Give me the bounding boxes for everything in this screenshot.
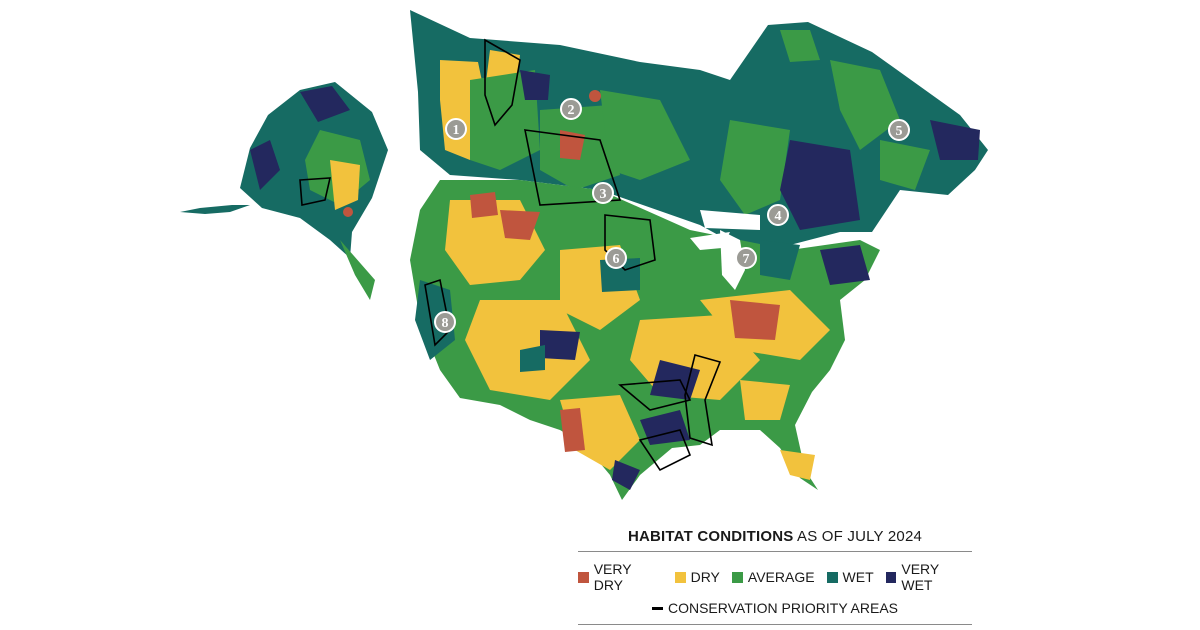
legend-title-rest: AS OF JULY 2024 [793, 528, 923, 545]
legend-divider-bottom [578, 624, 972, 625]
legend-label: AVERAGE [747, 569, 815, 585]
map-marker-3: 3 [592, 182, 614, 204]
conservation-priority-outlines [299, 38, 722, 472]
legend-priority: CONSERVATION PRIORITY AREAS [578, 600, 972, 616]
marker-label: 1 [453, 123, 460, 138]
marker-label: 7 [743, 252, 750, 267]
marker-label: 4 [775, 209, 782, 224]
map-marker-2: 2 [560, 98, 582, 120]
priority-line-swatch [651, 606, 663, 610]
swatch-average [731, 571, 743, 583]
legend-title: HABITAT CONDITIONS AS OF JULY 2024 [578, 528, 972, 545]
map-marker-6: 6 [605, 247, 627, 269]
marker-label: 5 [896, 124, 903, 139]
legend-label: WET [842, 569, 874, 585]
legend-item-dry: DRY [674, 569, 720, 585]
map-legend: HABITAT CONDITIONS AS OF JULY 2024 VERY … [578, 528, 972, 625]
legend-title-bold: HABITAT CONDITIONS [627, 528, 794, 545]
swatch-dry [674, 571, 686, 583]
swatch-wet [826, 571, 838, 583]
legend-label: VERY DRY [593, 561, 632, 593]
legend-categories: VERY DRY DRY AVERAGE WET VERY WET [578, 561, 972, 593]
swatch-very-dry [578, 571, 589, 583]
marker-label: 6 [613, 252, 620, 267]
map-marker-1: 1 [445, 118, 467, 140]
us-region [410, 180, 880, 500]
legend-item-average: AVERAGE [731, 569, 815, 585]
legend-label: DRY [690, 569, 720, 585]
legend-item-wet: WET [826, 569, 874, 585]
legend-label: CONSERVATION PRIORITY AREAS [667, 600, 898, 616]
legend-item-priority-areas: CONSERVATION PRIORITY AREAS [651, 600, 898, 616]
legend-item-very-dry: VERY DRY [578, 561, 663, 593]
marker-label: 3 [600, 187, 607, 202]
map-marker-4: 4 [767, 204, 789, 226]
marker-label: 8 [442, 316, 449, 331]
marker-label: 2 [568, 103, 575, 118]
legend-item-very-wet: VERY WET [885, 561, 972, 593]
legend-divider-top [578, 551, 972, 552]
map-marker-7: 7 [735, 247, 757, 269]
legend-label: VERY WET [901, 561, 939, 593]
swatch-very-wet [885, 571, 897, 583]
map-marker-5: 5 [888, 119, 910, 141]
map-marker-8: 8 [434, 311, 456, 333]
alaska-region [180, 82, 388, 300]
